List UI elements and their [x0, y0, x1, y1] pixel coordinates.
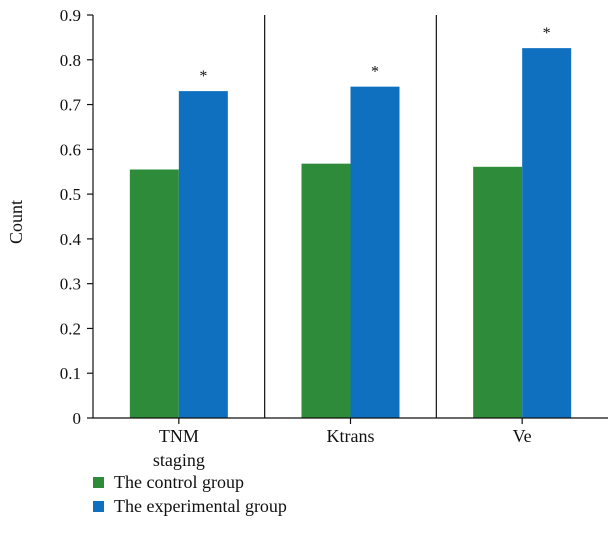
y-tick-label: 0.9: [60, 6, 81, 25]
y-tick-label: 0.3: [60, 275, 81, 294]
y-tick-label: 0.7: [60, 96, 82, 115]
y-tick-label: 0.5: [60, 185, 81, 204]
bars: [129, 48, 572, 419]
legend: The control group The experimental group: [93, 472, 287, 516]
bar-control: [301, 163, 351, 418]
legend-swatch: [93, 477, 104, 488]
x-tick-label: TNM: [159, 426, 199, 446]
y-tick-label: 0.8: [60, 51, 81, 70]
y-tick-label: 0.1: [60, 364, 81, 383]
x-tick-labels: TNM staging Ktrans Ve: [153, 418, 532, 470]
x-tick-label: Ktrans: [327, 426, 375, 446]
bar-experimental: [178, 91, 228, 418]
panel-dividers: [264, 15, 437, 418]
significance-markers: * * *: [199, 25, 550, 85]
bar-control: [473, 166, 523, 418]
legend-label: The control group: [114, 472, 244, 492]
x-tick-label: staging: [153, 450, 205, 470]
legend-swatch: [93, 501, 104, 512]
significance-marker: *: [543, 25, 551, 42]
y-axis-label: Count: [6, 200, 26, 244]
significance-marker: *: [371, 64, 379, 81]
y-tick-label: 0.4: [60, 230, 82, 249]
y-tick-label: 0.6: [60, 140, 81, 159]
legend-label: The experimental group: [114, 496, 287, 516]
x-tick-label: Ve: [513, 426, 532, 446]
bar-experimental: [350, 86, 400, 419]
y-ticks: 0 0.1 0.2 0.3 0.4 0.5 0.6 0.7 0.8 0.9: [60, 6, 93, 428]
y-tick-label: 0: [73, 409, 82, 428]
y-tick-label: 0.2: [60, 319, 81, 338]
bar-control: [129, 169, 179, 418]
significance-marker: *: [199, 68, 207, 85]
bar-experimental: [522, 48, 572, 418]
